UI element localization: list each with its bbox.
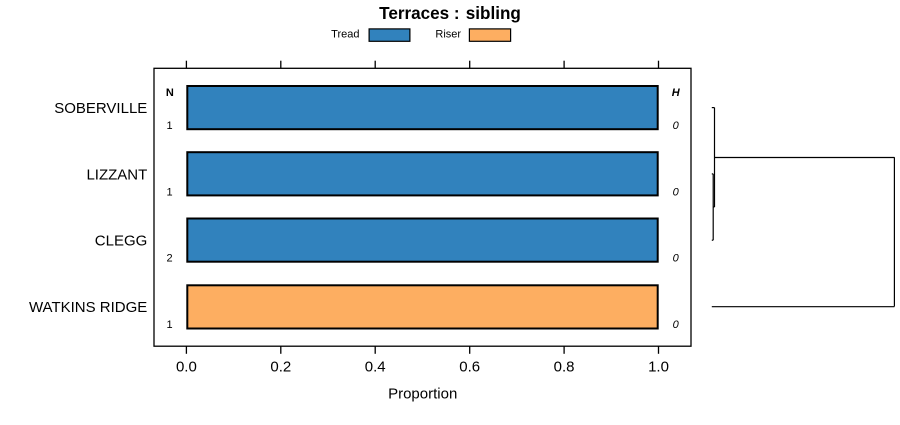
svg-text:Riser: Riser [435,29,461,41]
svg-text:0: 0 [673,319,680,331]
svg-text:LIZZANT: LIZZANT [86,166,147,183]
svg-text:Proportion: Proportion [388,385,457,402]
svg-text:1: 1 [167,186,173,198]
svg-text:0.0: 0.0 [176,358,197,375]
svg-text:1.0: 1.0 [648,358,669,375]
svg-text:1: 1 [167,120,173,132]
svg-text:1: 1 [167,319,173,331]
svg-text:0.4: 0.4 [365,358,386,375]
svg-text:0: 0 [673,186,680,198]
svg-text:WATKINS RIDGE: WATKINS RIDGE [29,299,147,316]
svg-text:2: 2 [167,253,173,265]
svg-text:H: H [672,87,681,99]
svg-text:CLEGG: CLEGG [95,233,148,250]
svg-text:0: 0 [673,120,680,132]
svg-text:0: 0 [673,253,680,265]
svg-text:Tread: Tread [331,29,359,41]
svg-text:0.6: 0.6 [459,358,480,375]
svg-text:N: N [166,87,174,99]
svg-text:0.2: 0.2 [270,358,291,375]
svg-text:Terraces : sibling: Terraces : sibling [379,4,521,23]
svg-text:SOBERVILLE: SOBERVILLE [54,100,147,117]
svg-text:0.8: 0.8 [554,358,575,375]
